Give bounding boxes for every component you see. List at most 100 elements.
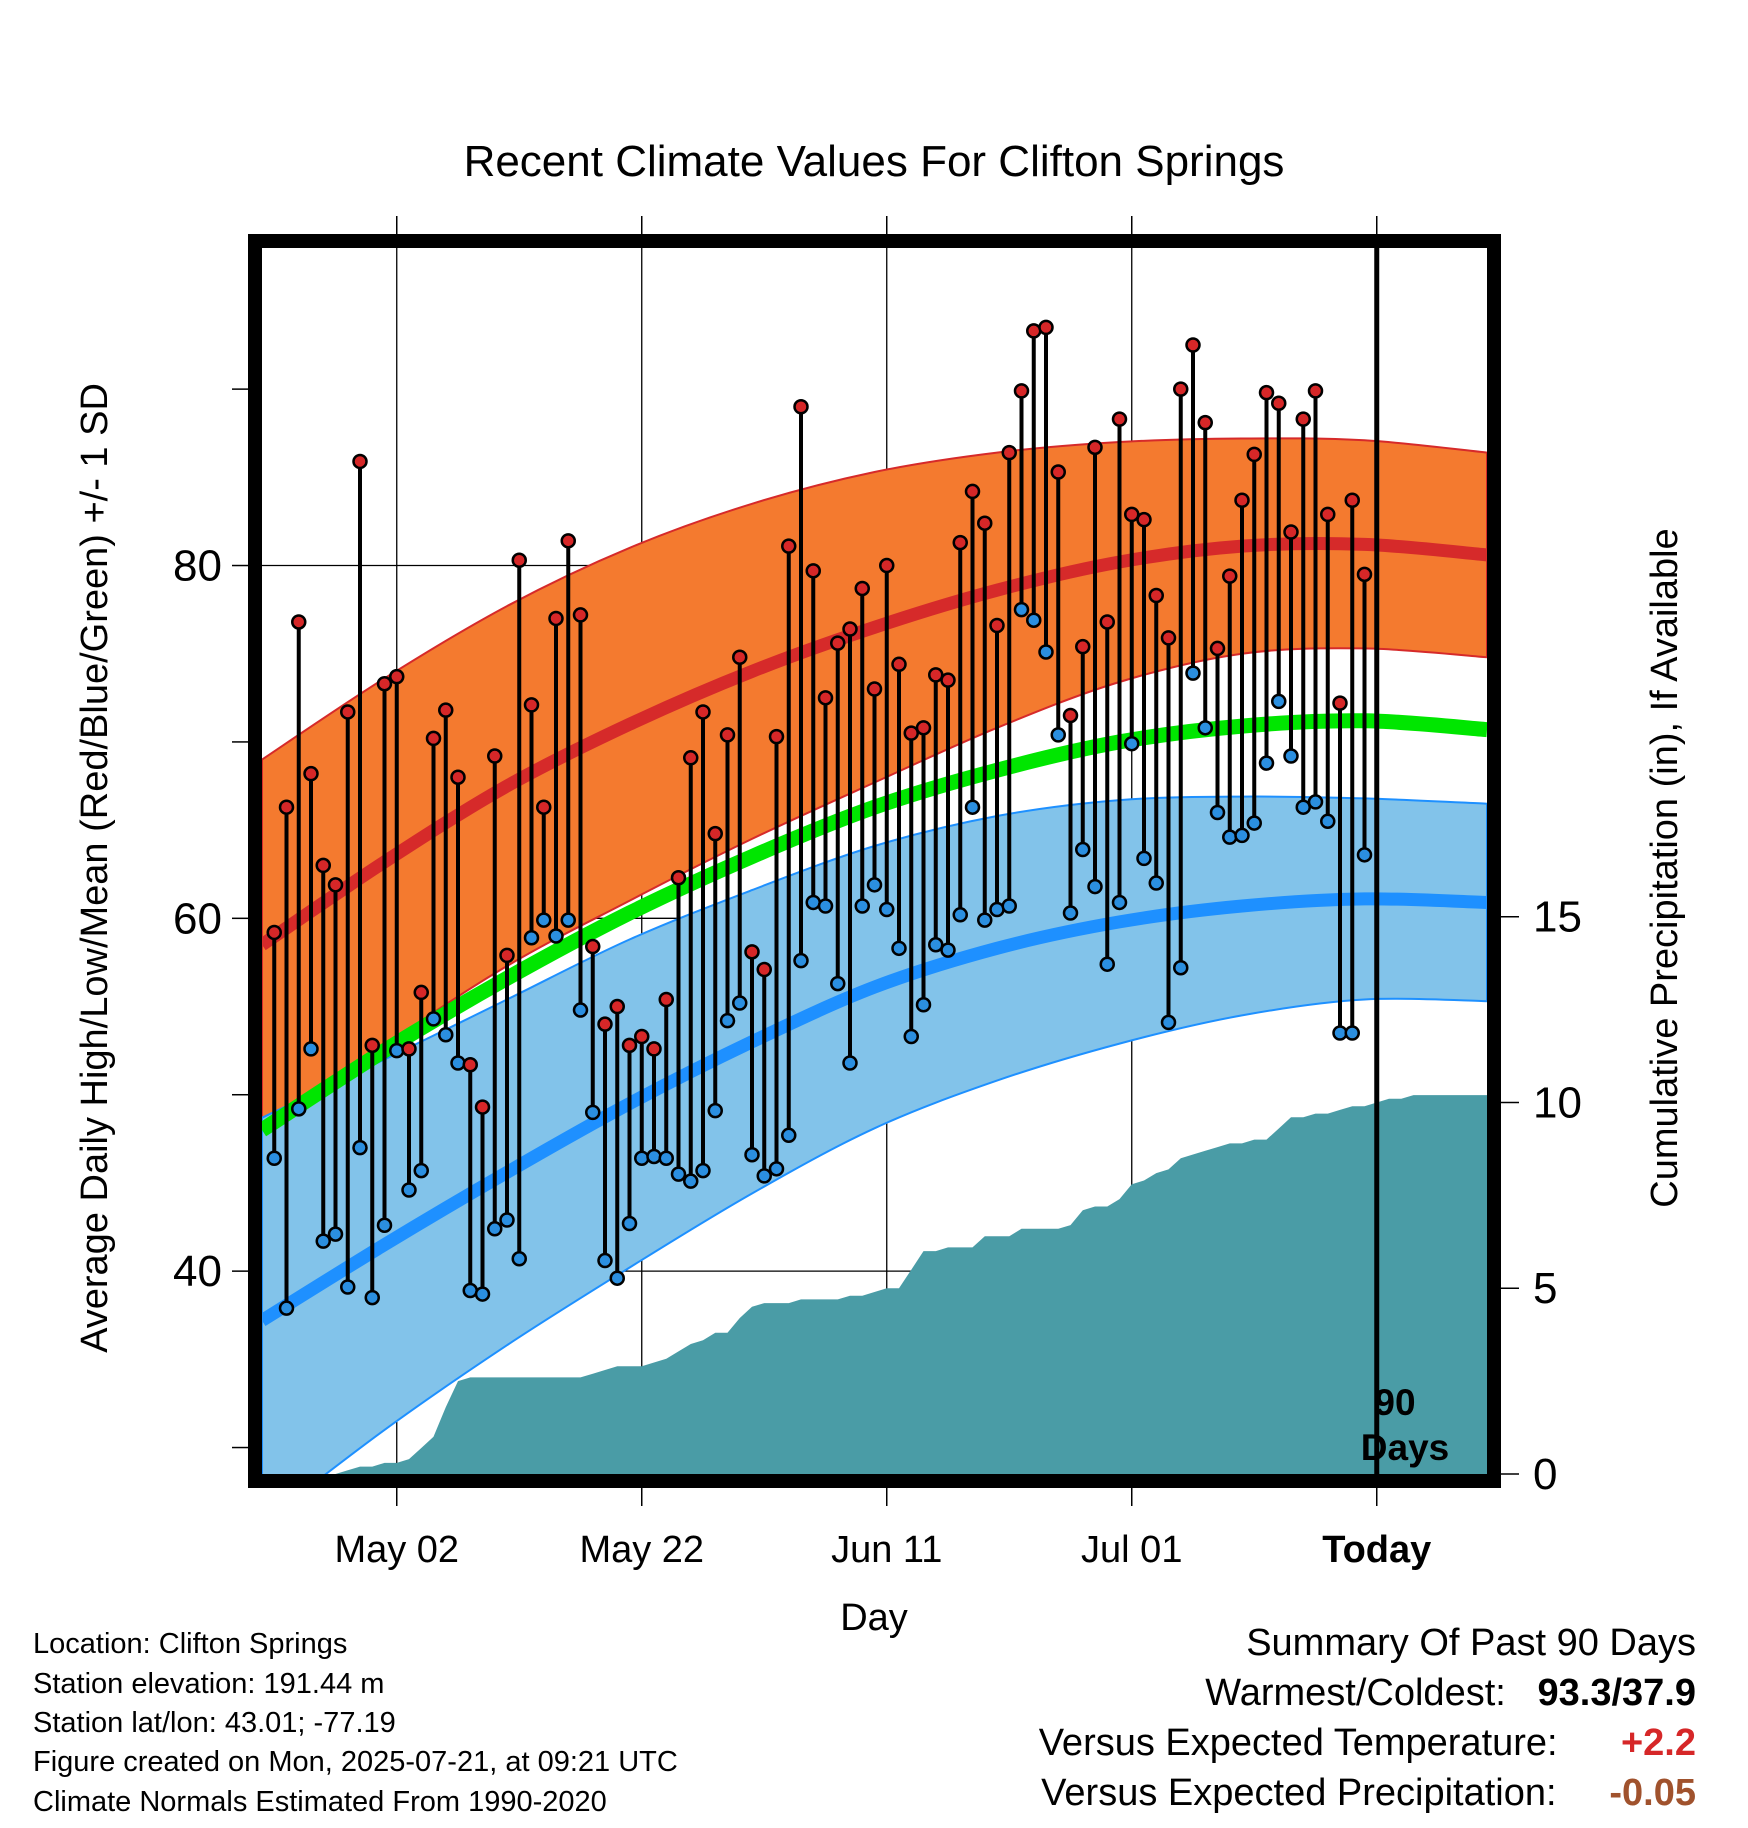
daily-high-point (1185, 337, 1201, 353)
daily-low-point (817, 898, 834, 914)
daily-low-point (597, 1252, 613, 1269)
daily-high-point (450, 769, 466, 785)
daily-low-point (1356, 847, 1373, 863)
daily-low-point (915, 997, 932, 1013)
daily-low-point (1320, 813, 1336, 830)
x-tick-label: Jul 01 (1081, 1529, 1182, 1571)
y-axis-label: Average Daily High/Low/Mean (Red/Blue/Gr… (74, 383, 116, 1353)
daily-high-point (1173, 381, 1189, 397)
daily-low-point (854, 898, 870, 914)
daily-high-point (303, 765, 319, 782)
daily-high-point (389, 668, 405, 685)
daily-high-point (903, 725, 919, 741)
daily-high-point (854, 580, 870, 597)
y2-tick-label: 10 (1533, 1078, 1582, 1127)
daily-low-point (1283, 748, 1299, 764)
daily-low-point (487, 1221, 503, 1237)
daily-high-point (1148, 587, 1164, 604)
daily-high-point (1344, 492, 1360, 509)
daily-low-point (315, 1233, 331, 1249)
footer-elevation: Station elevation: 191.44 m (33, 1668, 385, 1700)
daily-low-point (1062, 905, 1079, 921)
daily-high-point (1099, 614, 1115, 630)
daily-low-point (1075, 841, 1091, 858)
daily-high-point (756, 961, 772, 978)
daily-low-point (1148, 875, 1164, 891)
daily-high-point (548, 610, 564, 627)
x-tick-label: May 22 (579, 1529, 704, 1571)
daily-high-point (1271, 395, 1287, 411)
daily-low-point (719, 1012, 736, 1029)
summary-title: Summary Of Past 90 Days (1246, 1622, 1696, 1664)
daily-low-point (1209, 804, 1226, 821)
daily-low-point (989, 901, 1005, 918)
y2-tick-label: 0 (1533, 1450, 1557, 1499)
daily-high-point (768, 728, 785, 745)
days-annotation-line1: 90 (1374, 1382, 1415, 1423)
daily-high-point (646, 1041, 662, 1057)
daily-low-point (450, 1055, 466, 1071)
daily-low-point (830, 975, 846, 992)
daily-low-point (1185, 665, 1201, 681)
daily-low-point (327, 1226, 344, 1242)
daily-high-point (683, 750, 699, 766)
daily-low-point (1124, 735, 1140, 752)
daily-low-point (474, 1286, 491, 1302)
daily-high-point (1246, 446, 1262, 463)
daily-high-point (1356, 566, 1373, 583)
daily-low-point (425, 1011, 442, 1027)
daily-low-point (879, 901, 895, 918)
daily-high-point (842, 621, 858, 637)
daily-low-point (768, 1161, 785, 1177)
daily-high-point (707, 825, 723, 842)
precip-area (262, 1095, 1487, 1474)
daily-high-point (1332, 695, 1348, 711)
daily-high-point (376, 675, 393, 692)
daily-high-point (866, 681, 883, 697)
daily-high-point (719, 727, 736, 743)
daily-low-point (413, 1162, 429, 1179)
y-tick-label: 40 (173, 1247, 222, 1296)
daily-low-point (1111, 894, 1128, 911)
daily-high-point (670, 870, 687, 886)
daily-high-point (891, 656, 907, 673)
daily-high-point (621, 1037, 638, 1054)
daily-high-point (879, 557, 895, 574)
daily-low-point (438, 1027, 454, 1043)
daily-low-point (744, 1146, 760, 1163)
plot-clip-group (262, 248, 1487, 1474)
daily-high-point (817, 690, 834, 706)
daily-high-point (928, 667, 944, 683)
daily-low-point (511, 1251, 527, 1267)
daily-low-point (891, 940, 907, 957)
footer-normals: Climate Normals Estimated From 1990-2020 (33, 1786, 607, 1818)
daily-high-point (805, 563, 821, 579)
daily-low-point (560, 912, 576, 928)
plot-frame (248, 234, 1501, 1488)
daily-low-point (572, 1002, 589, 1018)
daily-high-point (1160, 630, 1177, 646)
daily-high-point (1087, 439, 1103, 456)
daily-low-point (548, 928, 564, 944)
daily-high-point (560, 533, 576, 549)
daily-high-point (523, 697, 540, 713)
x-tick-label: May 02 (334, 1529, 459, 1571)
summary-temp-row: Versus Expected Temperature: +2.2 (1039, 1724, 1696, 1762)
daily-high-point (952, 534, 968, 551)
daily-low-point (805, 894, 821, 911)
daily-high-point (413, 984, 429, 1001)
daily-high-point (964, 483, 981, 500)
daily-low-point (536, 912, 552, 928)
daily-high-point (425, 730, 442, 747)
daily-low-point (1307, 794, 1324, 810)
daily-high-point (744, 944, 760, 960)
daily-high-point (462, 1056, 478, 1073)
daily-high-point (609, 998, 625, 1015)
daily-high-point (1111, 411, 1128, 427)
daily-low-point (401, 1182, 417, 1198)
daily-low-point (376, 1217, 393, 1234)
daily-low-point (585, 1104, 601, 1121)
temp-label: Versus Expected Temperature: (1038, 1722, 1558, 1764)
daily-high-point (989, 617, 1005, 634)
daily-high-point (1050, 464, 1066, 480)
